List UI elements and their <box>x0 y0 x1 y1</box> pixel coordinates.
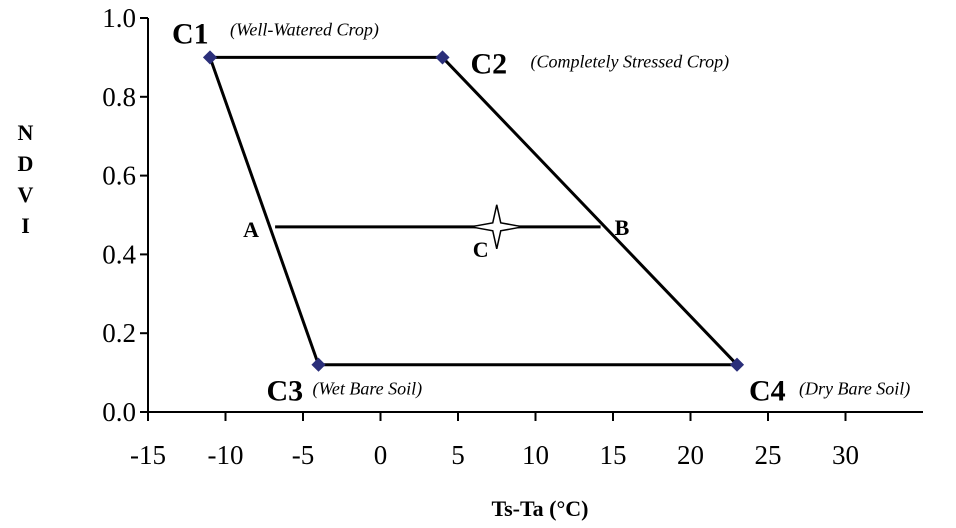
point-marker <box>435 50 450 65</box>
point-label: C3 <box>267 375 304 408</box>
x-tick-label: 25 <box>755 440 782 470</box>
intersection-label: B <box>615 215 630 240</box>
y-tick-label: 0.6 <box>102 161 136 191</box>
x-axis-label: Ts-Ta (°C) <box>491 496 588 521</box>
point-description: (Well-Watered Crop) <box>230 19 379 40</box>
x-tick-label: -15 <box>130 440 166 470</box>
point-label: C4 <box>749 375 786 408</box>
x-tick-label: -10 <box>208 440 244 470</box>
x-tick-label: 10 <box>522 440 549 470</box>
point-description: (Completely Stressed Crop) <box>531 51 730 72</box>
x-tick-label: 15 <box>600 440 627 470</box>
y-tick-label: 1.0 <box>102 3 136 33</box>
boundary-line <box>441 56 739 366</box>
intersection-label: A <box>243 217 259 242</box>
point-marker <box>729 357 745 372</box>
y-tick-label: 0.8 <box>102 82 136 112</box>
target-label: C <box>473 237 489 262</box>
y-tick-label: 0.0 <box>102 397 136 427</box>
point-marker <box>202 50 218 65</box>
x-tick-label: -5 <box>292 440 315 470</box>
target-star <box>470 204 523 249</box>
y-tick-label: 0.2 <box>102 318 136 348</box>
x-tick-label: 20 <box>677 440 704 470</box>
point-label: C1 <box>172 17 209 50</box>
x-tick-label: 30 <box>832 440 859 470</box>
y-tick-label: 0.4 <box>102 239 136 269</box>
x-tick-label: 5 <box>451 440 465 470</box>
point-description: (Wet Bare Soil) <box>313 379 423 400</box>
y-axis-label: NDVI <box>13 120 38 244</box>
x-tick-label: 0 <box>374 440 388 470</box>
point-description: (Dry Bare Soil) <box>799 379 910 400</box>
point-label: C2 <box>471 47 508 80</box>
boundary-line <box>208 56 320 366</box>
point-marker <box>311 357 326 372</box>
